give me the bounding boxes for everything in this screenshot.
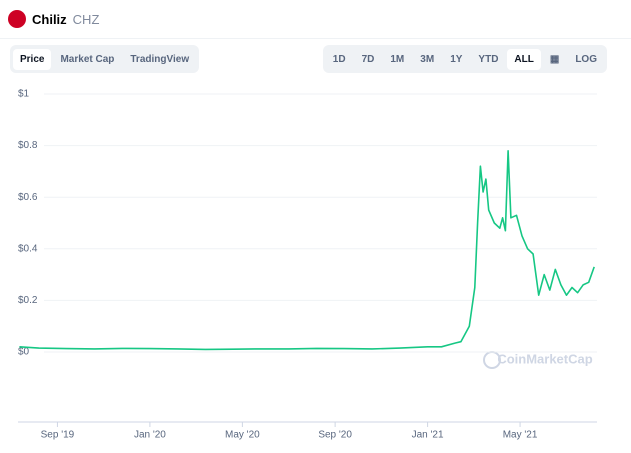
logo xyxy=(8,10,26,28)
button[interactable]: TradingView xyxy=(130,53,190,65)
range-bar: 1D 7D 1M 3M 1Y YTD ALL ▦ LOG xyxy=(322,45,607,73)
coin-name: Chiliz xyxy=(32,11,67,27)
watermark: CoinMarketCap xyxy=(497,351,592,366)
button[interactable]: ALL xyxy=(507,48,541,70)
button[interactable]: Price xyxy=(13,48,52,70)
button[interactable]: 1D xyxy=(332,53,346,65)
y-tick-label: $0.2 xyxy=(18,295,38,306)
button[interactable]: 3M xyxy=(420,53,435,65)
y-tick-label: $1 xyxy=(18,89,30,100)
x-tick-label: Sep '19 xyxy=(41,430,75,441)
coin-symbol: CHZ xyxy=(72,11,100,27)
header: Chiliz CHZ xyxy=(8,8,99,30)
button[interactable]: Market Cap xyxy=(60,53,115,65)
y-tick-label: $0.8 xyxy=(18,140,38,151)
x-tick-label: May '20 xyxy=(225,430,260,441)
tab-bar: Price Market Cap TradingView xyxy=(10,45,200,73)
button[interactable]: 7D xyxy=(361,53,375,65)
button[interactable]: YTD xyxy=(478,53,499,65)
y-tick-label: $0.4 xyxy=(18,243,38,254)
calendar-button[interactable]: ▦ xyxy=(549,53,560,65)
x-tick-label: Sep '20 xyxy=(318,430,352,441)
button[interactable]: 1Y xyxy=(450,53,463,65)
x-tick-label: May '21 xyxy=(503,430,538,441)
divider xyxy=(0,38,631,39)
button[interactable]: 1M xyxy=(390,53,405,65)
y-tick-label: $0.6 xyxy=(18,192,38,203)
price-line xyxy=(19,150,595,351)
y-tick-label: $0 xyxy=(18,347,30,358)
x-tick-label: Jan '21 xyxy=(412,430,444,441)
x-tick-label: Jan '20 xyxy=(134,430,166,441)
button[interactable]: LOG xyxy=(575,53,597,65)
